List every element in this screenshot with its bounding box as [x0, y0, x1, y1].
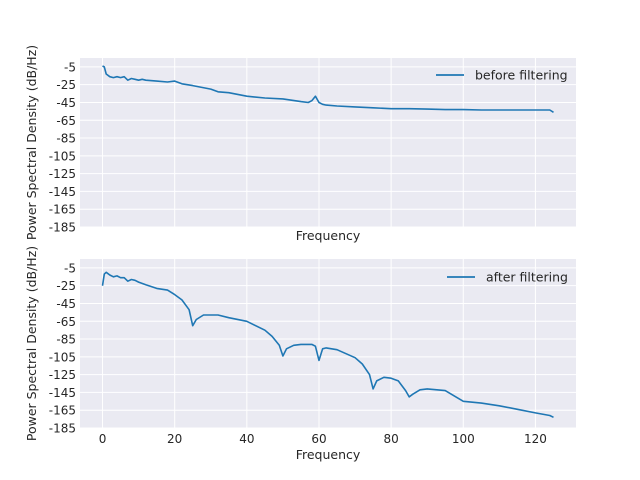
x-tick-label: 80 — [383, 432, 398, 446]
y-tick-label: -145 — [49, 185, 76, 199]
x-axis-label: Frequency — [296, 447, 361, 462]
y-tick-label: -5 — [64, 261, 76, 275]
grid-lines — [80, 259, 576, 429]
y-tick-label: -105 — [49, 350, 76, 364]
plot-area-background — [80, 259, 576, 428]
x-tick-label: 60 — [311, 432, 326, 446]
legend: before filtering — [436, 68, 568, 83]
x-tick-label: 40 — [239, 432, 254, 446]
y-tick-label: -105 — [49, 149, 76, 163]
y-tick-label: -185 — [49, 221, 76, 235]
y-tick-label: -65 — [56, 114, 76, 128]
legend: after filtering — [447, 270, 568, 285]
y-tick-label: -25 — [56, 279, 76, 293]
series-line — [102, 65, 554, 113]
y-tick-label: -45 — [56, 96, 76, 110]
y-axis-label: Power Spectral Density (dB/Hz) — [24, 45, 39, 240]
x-tick-label: 0 — [99, 432, 107, 446]
y-tick-label: -125 — [49, 368, 76, 382]
y-tick-label: -125 — [49, 167, 76, 181]
x-tick-label: 120 — [524, 432, 547, 446]
bottom-plot-panel: 0 20 40 60 80 100 120 -5 -25 -45 -65 -85 -105 -125 -14… — [24, 246, 576, 462]
y-tick-label: -85 — [56, 132, 76, 146]
y-tick-label: -45 — [56, 297, 76, 311]
legend-label: after filtering — [486, 270, 568, 285]
y-axis-label: Power Spectral Density (dB/Hz) — [24, 246, 39, 441]
grid-lines — [80, 58, 576, 228]
y-tick-label: -145 — [49, 386, 76, 400]
legend-label: before filtering — [475, 68, 568, 83]
series-line — [101, 271, 554, 419]
y-tick-label: -165 — [49, 203, 76, 217]
y-tick-label: -5 — [64, 60, 76, 74]
plot-area-background — [80, 58, 576, 227]
tick-labels: 0 20 40 60 80 100 120 -5 -25 -45 -65 -85 -105 -125 -14… — [49, 261, 547, 446]
tick-labels: -5 -25 -45 -65 -85 -105 -125 -145 -165 -185 — [49, 60, 76, 234]
y-tick-label: -85 — [56, 333, 76, 347]
x-tick-label: 100 — [452, 432, 475, 446]
y-tick-label: -185 — [49, 422, 76, 436]
top-plot-panel: -5 -25 -45 -65 -85 -105 -125 -145 -165 -185 Frequ… — [24, 45, 576, 243]
series-lines — [101, 271, 554, 419]
x-tick-label: 20 — [167, 432, 182, 446]
y-tick-label: -25 — [56, 78, 76, 92]
x-axis-label: Frequency — [296, 228, 361, 243]
y-tick-label: -65 — [56, 315, 76, 329]
y-tick-label: -165 — [49, 404, 76, 418]
series-lines — [102, 65, 554, 113]
